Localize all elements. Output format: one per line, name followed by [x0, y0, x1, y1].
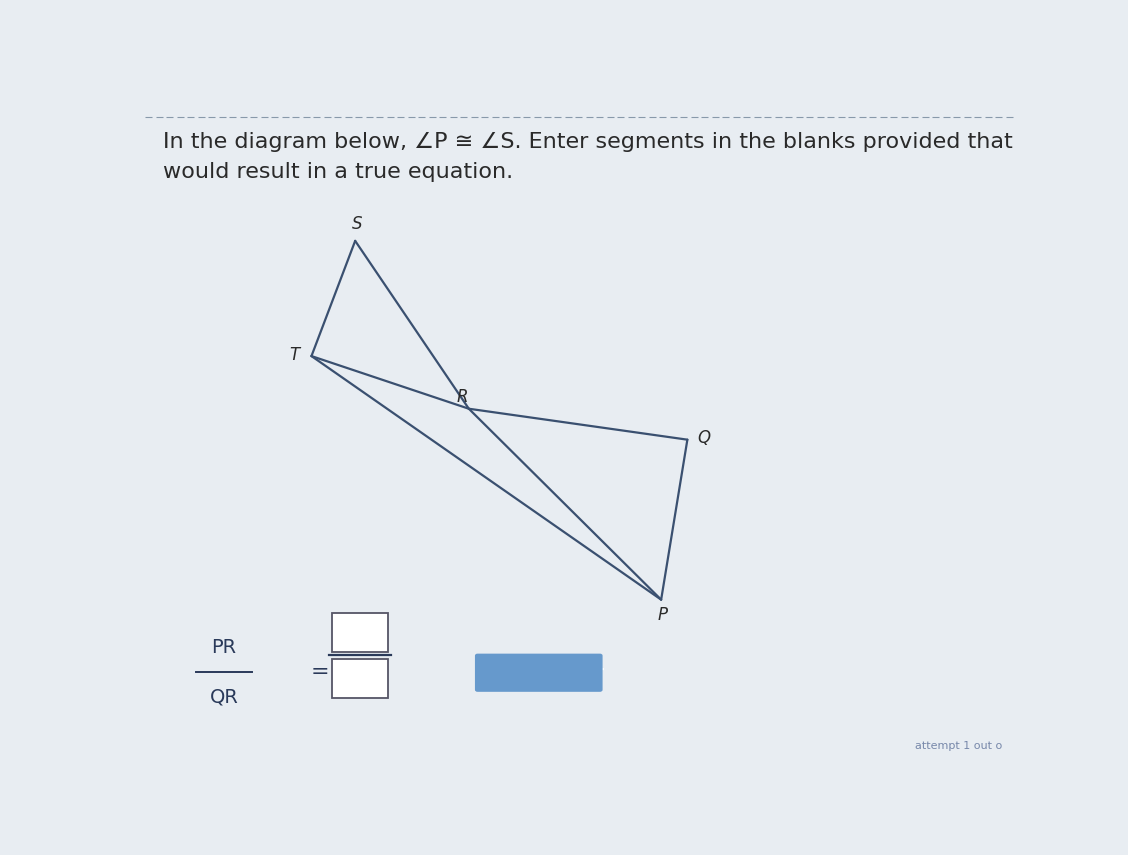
Text: In the diagram below, ∠P ≅ ∠S. Enter segments in the blanks provided that: In the diagram below, ∠P ≅ ∠S. Enter seg…: [162, 133, 1013, 152]
Text: attempt 1 out o: attempt 1 out o: [915, 741, 1002, 751]
Text: Submit Answer: Submit Answer: [474, 665, 603, 681]
FancyBboxPatch shape: [475, 653, 602, 692]
Text: =: =: [311, 662, 329, 682]
Text: R: R: [457, 388, 468, 406]
Text: QR: QR: [210, 687, 238, 706]
Text: would result in a true equation.: would result in a true equation.: [162, 162, 513, 182]
Bar: [332, 613, 388, 652]
Text: PR: PR: [211, 638, 237, 657]
Text: Q: Q: [697, 429, 711, 447]
Text: T: T: [289, 345, 299, 363]
Text: S: S: [352, 215, 362, 233]
Bar: [332, 659, 388, 699]
Text: P: P: [658, 606, 668, 624]
